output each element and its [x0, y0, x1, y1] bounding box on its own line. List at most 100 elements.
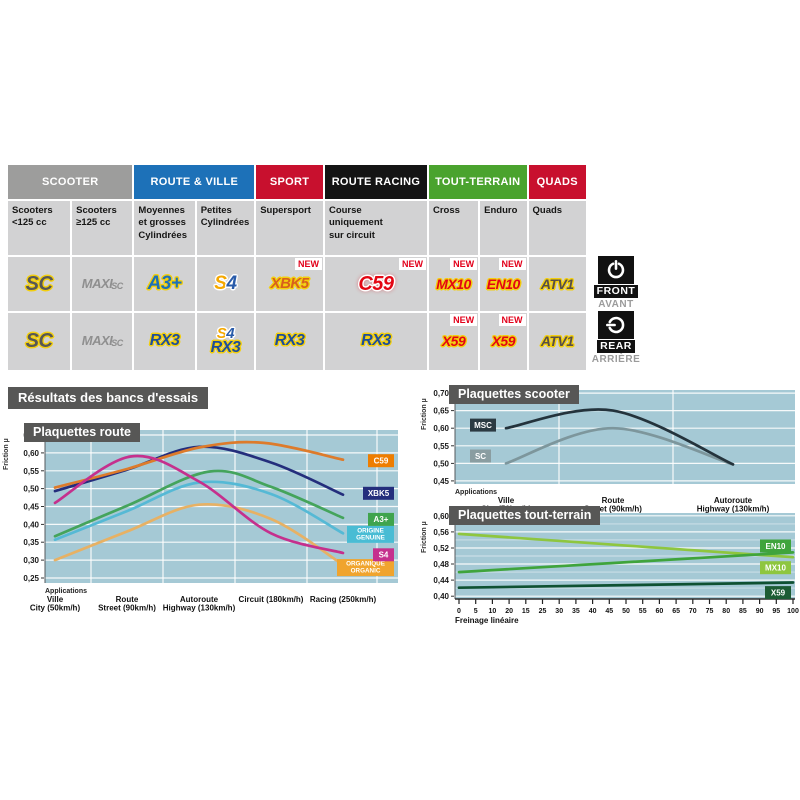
svg-text:Freinage linéaire: Freinage linéaire: [455, 616, 519, 625]
cell-rear-moyennes-cylindrees: RX3: [134, 313, 195, 370]
svg-text:A3+: A3+: [374, 515, 389, 524]
subheader-line: Enduro: [484, 205, 518, 216]
cell-front-scooters-125: SC: [8, 257, 71, 311]
svg-text:0,50: 0,50: [433, 459, 449, 468]
category-route-ville: ROUTE & VILLE: [134, 165, 255, 199]
subheader-supersport: Supersport: [256, 201, 323, 255]
cell-front-cross: NEW MX10: [428, 257, 479, 311]
subheader-line: Cylindrées: [200, 217, 250, 229]
svg-text:15: 15: [522, 608, 530, 615]
subheader-line: ≥125 cc: [76, 217, 111, 229]
badge-rx3: RX3: [149, 332, 180, 350]
cell-rear-petites-cylindrees: S4 RX3: [196, 313, 255, 370]
new-flag: NEW: [498, 314, 526, 326]
cell-rear-quads: ATV1: [528, 313, 586, 370]
cell-rear-scooters-125: SC: [8, 313, 71, 370]
y-axis-label: Friction µ: [421, 398, 428, 430]
badge-s4: S4: [217, 325, 235, 342]
series-x59: [457, 581, 795, 590]
chart-canvas-scooter: 0,70 0,65 0,60 0,55 0,50 0,45 Friction µ SC MSC A…: [421, 389, 795, 513]
badge-sc: SC: [25, 330, 53, 352]
cell-rear-supersport: RX3: [256, 313, 323, 370]
svg-text:100: 100: [787, 608, 799, 615]
legend-sc: SC: [470, 449, 491, 463]
rear-label-fr: ARRIÈRE: [591, 354, 641, 365]
badge-sc: SC: [25, 272, 53, 295]
category-tout-terrain: TOUT-TERRAIN: [428, 165, 527, 199]
svg-text:0,65: 0,65: [433, 407, 449, 416]
svg-text:5: 5: [474, 608, 478, 615]
rear-label: REAR: [597, 340, 635, 353]
svg-text:0,70: 0,70: [433, 389, 449, 398]
cell-front-petites-cylindrees: S4: [196, 257, 255, 311]
svg-text:10: 10: [489, 608, 497, 615]
svg-text:0,56: 0,56: [433, 528, 449, 537]
svg-text:0,35: 0,35: [23, 538, 39, 547]
badge-rx3: RX3: [361, 332, 391, 350]
svg-text:0,45: 0,45: [433, 477, 449, 486]
svg-text:GENUINE: GENUINE: [356, 534, 385, 541]
legend-xbk5: XBK5: [363, 486, 394, 500]
series-sc: [504, 426, 735, 466]
category-sport: SPORT: [256, 165, 323, 199]
chart-plaquettes-tout-terrain: 0,60 0,56 0,52 0,48 0,44 0,40 Friction µ MX10 EN…: [418, 503, 800, 640]
cell-rear-enduro: NEW X59: [480, 313, 527, 370]
svg-text:25: 25: [539, 608, 547, 615]
subheader-cross: Cross: [428, 201, 479, 255]
svg-text:30: 30: [555, 608, 563, 615]
front-label-fr: AVANT: [598, 299, 634, 310]
badge-part: MAXI: [81, 333, 113, 349]
subheader-enduro: Enduro: [480, 201, 527, 255]
svg-text:C59: C59: [374, 457, 389, 466]
cell-front-moyennes-cylindrees: A3+: [134, 257, 195, 311]
svg-text:0,25: 0,25: [23, 574, 39, 583]
new-flag: NEW: [450, 258, 478, 270]
svg-text:MSC: MSC: [474, 421, 492, 430]
front-brake-disc-icon: [598, 256, 634, 284]
svg-text:ORGANIC: ORGANIC: [351, 568, 381, 575]
subheader-line: <125 cc: [12, 217, 47, 229]
badge-s4: S4: [214, 274, 237, 294]
svg-text:75: 75: [706, 608, 714, 615]
svg-text:ORIGINE: ORIGINE: [357, 527, 384, 534]
subheader-line: Cylindrées: [138, 229, 187, 241]
svg-text:0,40: 0,40: [23, 520, 39, 529]
subheader-moyennes-cylindrees: Moyennes et grosses Cylindrées: [134, 201, 195, 255]
subheader-line: Course: [328, 205, 362, 216]
svg-text:80: 80: [722, 608, 730, 615]
badge-a3+: A3+: [147, 273, 182, 295]
svg-text:85: 85: [739, 608, 747, 615]
badge-c59: C59: [358, 272, 394, 295]
axes: 0,60 0,56 0,52 0,48 0,44 0,40: [433, 512, 795, 601]
front-label: FRONT: [593, 285, 639, 298]
legend-s4: S4: [373, 548, 394, 562]
series-organique-organic: [53, 502, 345, 567]
svg-text:Applications: Applications: [455, 489, 497, 496]
cell-front-supersport: NEW XBK5: [256, 257, 323, 311]
badge-atv1: ATV1: [540, 333, 574, 350]
axes: 0,70 0,65 0,60 0,55 0,50 0,45: [433, 389, 456, 486]
chart-plaquettes-scooter: 0,70 0,65 0,60 0,55 0,50 0,45 Friction µ SC MSC A…: [418, 383, 800, 513]
svg-text:20: 20: [505, 608, 513, 615]
svg-text:ORGANIQUE: ORGANIQUE: [346, 561, 385, 568]
subheader-line: Quads: [532, 205, 563, 216]
svg-text:0,30: 0,30: [23, 556, 39, 565]
badge-rx3: RX3: [210, 339, 241, 357]
badge-maxisc: MAXISC: [81, 275, 123, 291]
legend-c59: C59: [368, 454, 394, 468]
badge-part: MAXI: [81, 275, 113, 291]
legend-a3+: A3+: [368, 512, 394, 526]
badge-maxisc: MAXISC: [82, 334, 123, 348]
svg-text:0,44: 0,44: [433, 576, 449, 585]
category-route-racing: ROUTE RACING: [324, 165, 427, 199]
chart-plaquettes-route: 0,650,600,550,500,450,400,350,300,25Fric…: [0, 413, 410, 640]
svg-text:Applications: Applications: [45, 588, 87, 595]
subheader-line: Scooters: [12, 205, 53, 216]
subheader-scooters-125: Scooters <125 cc: [8, 201, 71, 255]
legend-x59: X59: [765, 586, 791, 600]
